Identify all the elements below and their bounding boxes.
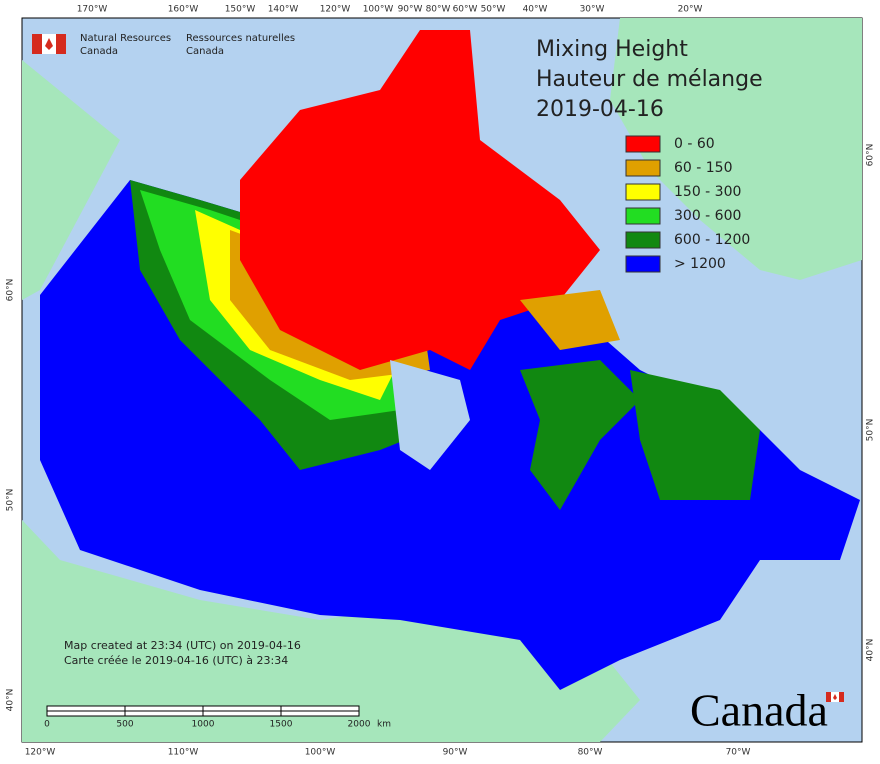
graticule-label: 80°W — [426, 5, 451, 15]
flag — [32, 34, 844, 702]
graticule-label: 170°W — [77, 5, 108, 15]
graticule-label: 140°W — [268, 5, 299, 15]
scale-bar-segment — [202, 710, 282, 717]
scale-bar-segment — [124, 710, 204, 717]
scale-bar-label: 0 — [44, 720, 50, 730]
graticule-label: 50°N — [6, 489, 16, 512]
graticule-label: 90°W — [443, 748, 468, 758]
graticule-label: 120°W — [25, 748, 56, 758]
legend-swatch — [625, 159, 661, 177]
agency: Canada — [80, 46, 118, 57]
scale-bar-segment — [46, 710, 126, 717]
graticule-label: 100°W — [363, 5, 394, 15]
graticule-label: 50°W — [481, 5, 506, 15]
legend-swatch — [625, 255, 661, 273]
legend-label: 0 - 60 — [674, 136, 715, 152]
graticule-label: 60°N — [866, 144, 876, 167]
graticule-label: 70°W — [726, 748, 751, 758]
legend-swatch — [625, 135, 661, 153]
agency: Canada — [186, 46, 224, 57]
legend-label: > 1200 — [674, 256, 726, 272]
scale-bar-label: 2000 — [348, 720, 371, 730]
graticule-label: 120°W — [320, 5, 351, 15]
legend-swatch — [625, 231, 661, 249]
scale-bar-label: 1500 — [270, 720, 293, 730]
legend-label: 150 - 300 — [674, 184, 741, 200]
scale-bar-segment — [124, 705, 204, 712]
title: Hauteur de mélange — [536, 67, 763, 92]
title: 2019-04-16 — [536, 97, 664, 122]
scale-bar-label: 500 — [116, 720, 133, 730]
graticule-label: 30°W — [580, 5, 605, 15]
canada-mixing-height — [40, 30, 860, 690]
created: Map created at 23:34 (UTC) on 2019-04-16 — [64, 639, 301, 652]
graticule-label: 50°N — [866, 419, 876, 442]
scale-bar-unit: km — [377, 720, 391, 730]
scale-bar-segment — [46, 705, 126, 712]
legend-label: 600 - 1200 — [674, 232, 750, 248]
agency: Natural Resources — [80, 33, 171, 44]
legend-swatch — [625, 183, 661, 201]
scale-bar-label: 1000 — [192, 720, 215, 730]
graticule-label: 40°W — [523, 5, 548, 15]
land — [22, 18, 862, 742]
agency: Ressources naturelles — [186, 33, 295, 44]
legend-swatch — [625, 207, 661, 225]
graticule-label: 160°W — [168, 5, 199, 15]
graticule-label: 40°N — [6, 689, 16, 712]
graticule-label: 150°W — [225, 5, 256, 15]
graticule-label: 90°W — [398, 5, 423, 15]
graticule-label: 20°W — [678, 5, 703, 15]
graticule-label: 110°W — [168, 748, 199, 758]
graticule-label: 60°N — [6, 279, 16, 302]
wordmark: Canada — [690, 685, 828, 736]
created: Carte créée le 2019-04-16 (UTC) à 23:34 — [64, 654, 288, 667]
scale-bar-segment — [280, 710, 360, 717]
scale-bar-segment — [202, 705, 282, 712]
graticule-label: 60°W — [453, 5, 478, 15]
title: Mixing Height — [536, 37, 688, 62]
graticule-label: 80°W — [578, 748, 603, 758]
graticule-label: 40°N — [866, 639, 876, 662]
legend-label: 300 - 600 — [674, 208, 741, 224]
graticule-label: 100°W — [305, 748, 336, 758]
scale-bar-segment — [280, 705, 360, 712]
legend-label: 60 - 150 — [674, 160, 733, 176]
